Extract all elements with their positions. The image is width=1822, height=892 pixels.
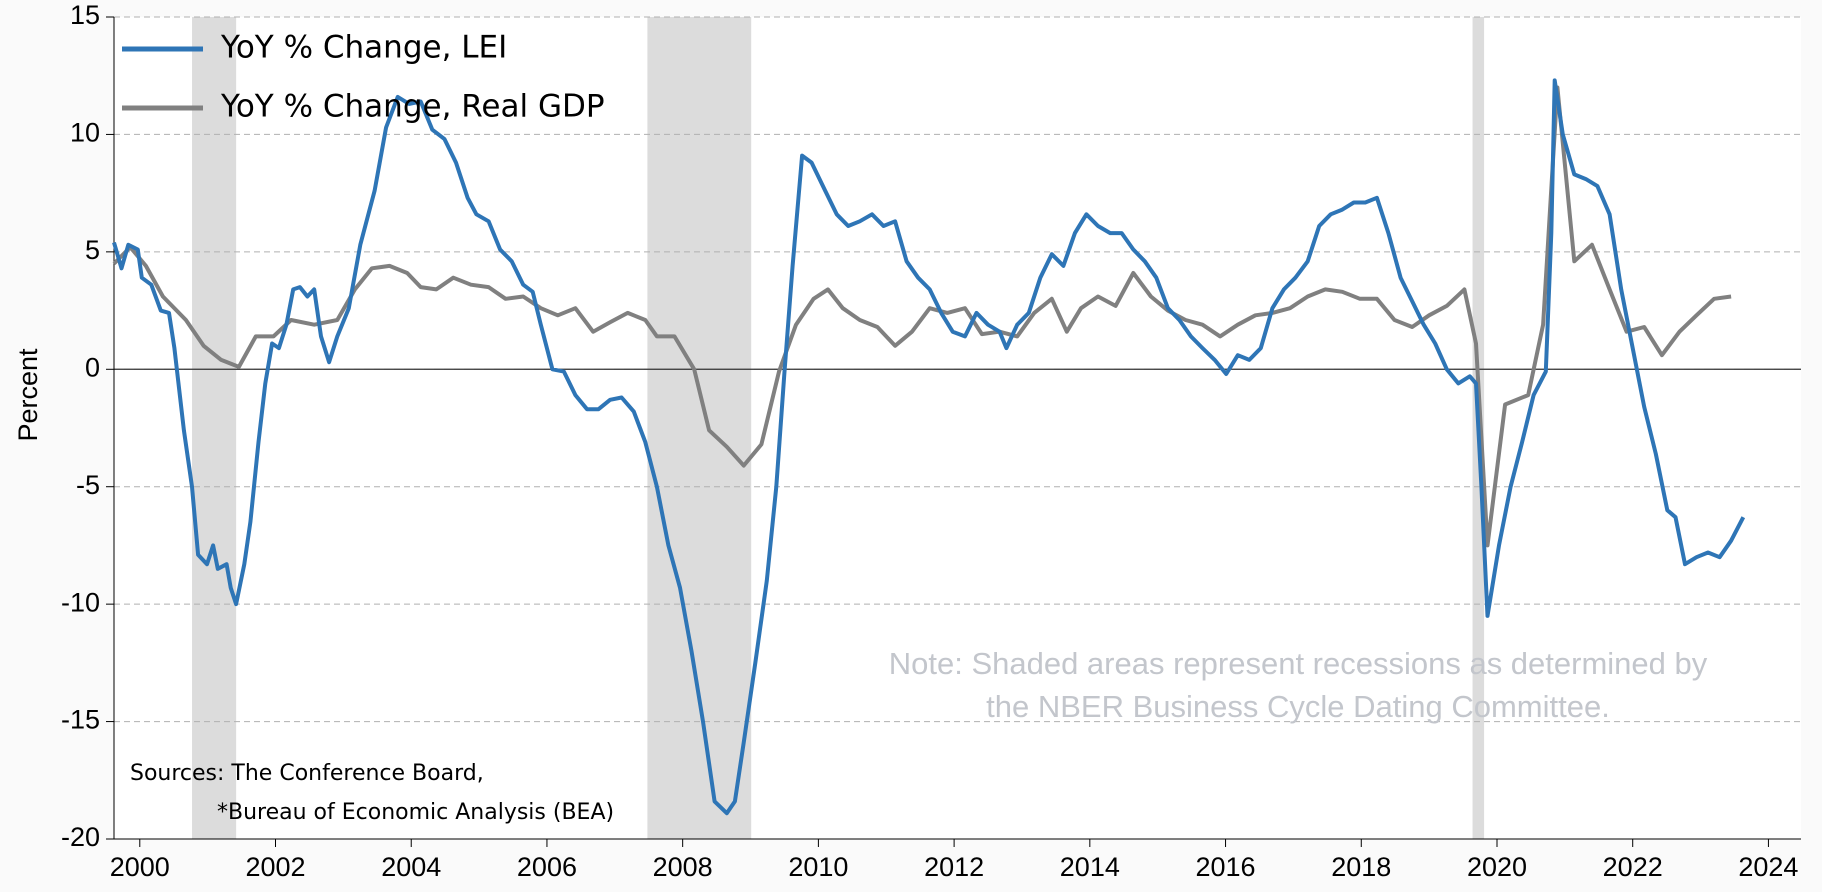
- note: the NBER Business Cycle Dating Committee…: [986, 689, 1610, 724]
- x-tick-label: 2018: [1331, 852, 1391, 882]
- y-tick-label: 5: [85, 235, 100, 265]
- x-tick-label: 2000: [110, 852, 170, 882]
- y-tick-label: -20: [61, 822, 100, 852]
- x-tick-label: 2022: [1603, 852, 1663, 882]
- plot-area: [114, 17, 1801, 839]
- y-tick-label: 15: [70, 0, 100, 30]
- x-tick-label: 2002: [245, 852, 305, 882]
- legend-label: YoY % Change, Real GDP: [220, 89, 605, 125]
- series-line: [112, 85, 1732, 548]
- recession-band: [647, 17, 752, 839]
- sources: *Bureau of Economic Analysis (BEA): [217, 800, 614, 825]
- recession-band: [192, 17, 237, 839]
- x-tick-label: 2012: [924, 852, 984, 882]
- x-tick-label: 2010: [788, 852, 848, 882]
- x-tick-label: 2020: [1467, 852, 1527, 882]
- y-axis-label: Percent: [13, 348, 43, 442]
- y-tick-label: -5: [76, 470, 100, 500]
- y-tick-label: -15: [61, 705, 100, 735]
- y-tick-label: -10: [61, 587, 100, 617]
- x-tick-label: 2024: [1738, 852, 1798, 882]
- legend-label: YoY % Change, LEI: [220, 30, 507, 66]
- sources: Sources: The Conference Board,: [130, 761, 484, 786]
- note: Note: Shaded areas represent recessions …: [889, 646, 1708, 681]
- series-line: [112, 78, 1746, 816]
- x-tick-label: 2006: [517, 852, 577, 882]
- x-tick-label: 2016: [1196, 852, 1256, 882]
- y-tick-label: 0: [85, 352, 100, 382]
- x-tick-label: 2004: [381, 852, 441, 882]
- x-tick-label: 2014: [1060, 852, 1120, 882]
- y-tick-label: 10: [70, 118, 100, 148]
- x-tick-label: 2008: [653, 852, 713, 882]
